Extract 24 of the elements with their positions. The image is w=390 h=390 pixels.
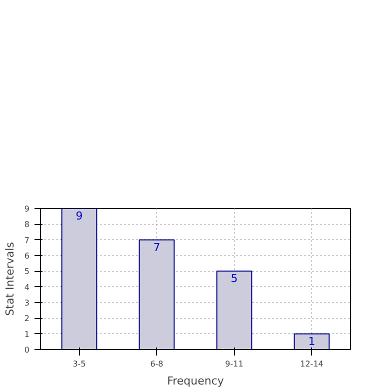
x-tick-label: 9-11 [225,360,244,368]
data-label: 9 [76,210,83,222]
bar [216,270,252,350]
x-axis-title: Frequency [167,374,224,388]
x-tick-label: 6-8 [150,360,164,368]
x-tick-label: 3-5 [72,360,86,368]
data-label: 1 [308,334,316,348]
data-label: 5 [230,272,238,286]
y-tick-label: 9 [24,204,30,214]
y-tick-label: 8 [24,220,30,230]
y-tick-label: 1 [24,330,30,339]
y-axis-title: Stat Intervals [3,242,16,316]
bar [61,208,98,350]
y-tick-label: 2 [24,314,30,324]
y-tick-label: 0 [24,346,30,354]
y-tick-label: 4 [24,282,30,292]
x-tick-label: 12-14 [300,360,324,368]
y-tick-label: 3 [24,298,30,308]
y-tick-label: 5 [24,267,30,276]
y-tick-label: 6 [24,252,30,260]
y-tick-label: 7 [24,236,30,245]
bar [138,239,175,350]
bar [294,333,330,350]
data-label: 7 [153,240,160,254]
